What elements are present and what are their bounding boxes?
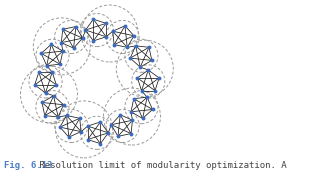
Text: Resolution limit of modularity optimization. A: Resolution limit of modularity optimizat… [34, 161, 287, 170]
Text: Fig. 6.13: Fig. 6.13 [4, 161, 52, 170]
